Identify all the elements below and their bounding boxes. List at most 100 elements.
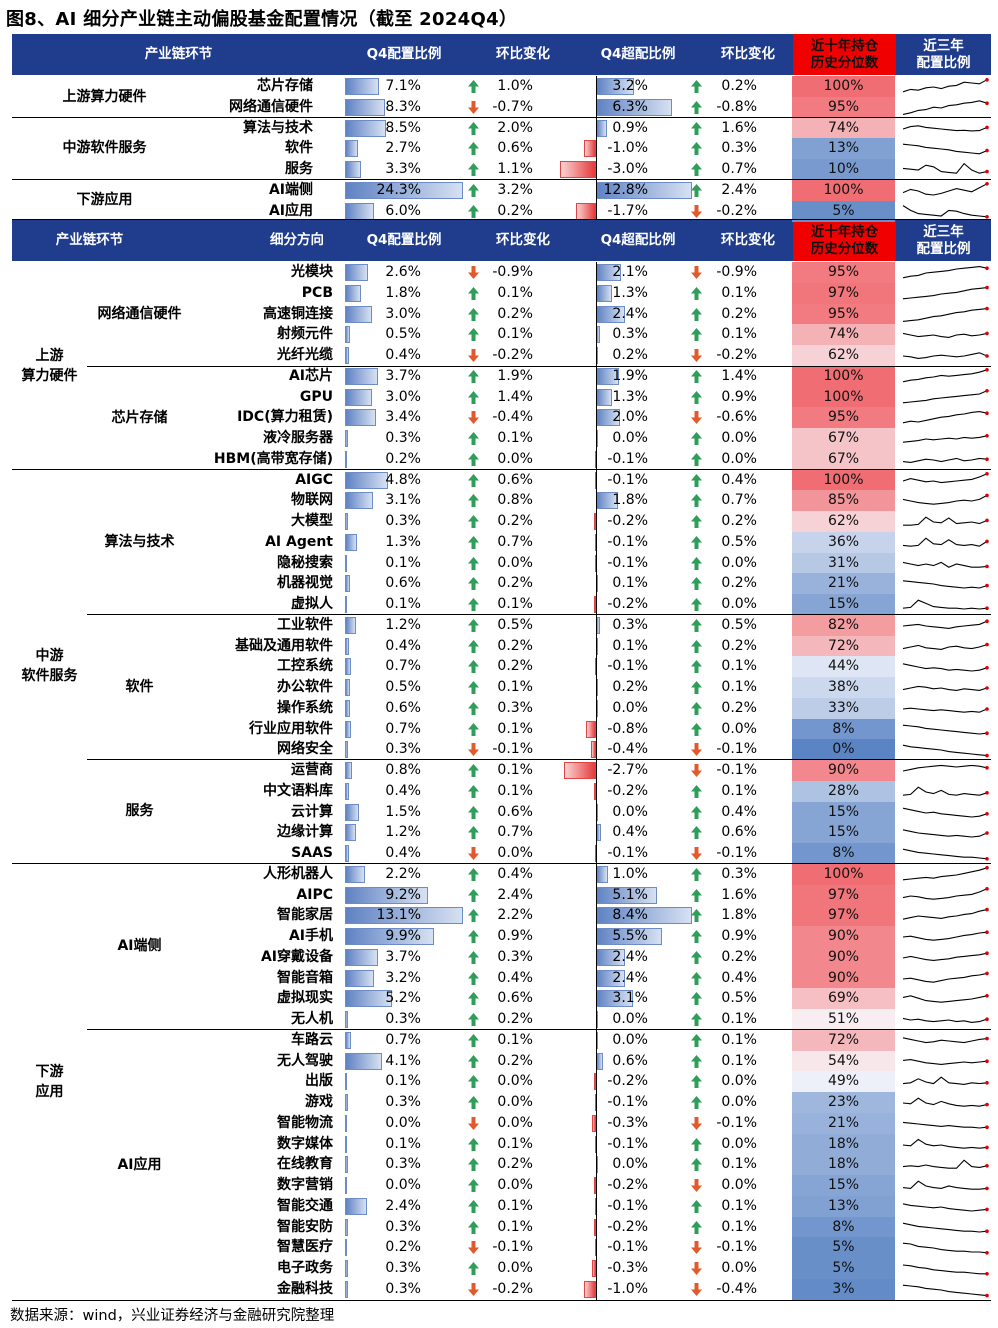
allocation-change: 0.1% (497, 720, 533, 737)
change-arrow-icon (468, 971, 479, 985)
allocation-change: 0.2% (497, 1011, 533, 1027)
sparkline-end-dot (985, 306, 989, 310)
summary-group-upstream: 上游算力硬件 (62, 88, 147, 105)
percentile-cell: 5% (792, 1258, 895, 1279)
overweight-change-arrow-icon (691, 1075, 702, 1089)
allocation-change: -0.4% (492, 409, 533, 426)
header-q4-over: Q4超配比例 (600, 46, 676, 62)
overweight-change: 0.1% (721, 1011, 757, 1027)
allocation-value: 0.8% (385, 762, 421, 778)
overweight-change: -0.2% (716, 202, 757, 219)
overweight-change-arrow-icon (691, 1199, 702, 1213)
table-row: AI Agent 1.3% 0.7% -0.1% 0.5% 36% (0, 531, 998, 553)
change-arrow-icon (468, 390, 479, 404)
sparkline-end-dot (985, 471, 989, 476)
allocation-bar (345, 928, 435, 945)
sparkline (902, 1097, 989, 1107)
allocation-change: 0.2% (497, 513, 533, 529)
sub-direction-label: HBM(高带宽存储) (213, 450, 333, 467)
overweight-value: -0.1% (607, 450, 648, 467)
change-arrow-icon (468, 888, 479, 902)
percentile-cell: 95% (792, 262, 895, 283)
overweight-value: 3.2% (612, 78, 648, 94)
sub-direction-label: 车路云 (291, 1031, 333, 1048)
sparkline-end-dot (985, 951, 989, 955)
change-arrow-icon (468, 1013, 479, 1026)
header2-q4-over: Q4超配比例 (600, 232, 676, 248)
detail-subgroup-network: 网络通信硬件 (97, 306, 182, 322)
header-qoq1: 环比变化 (496, 46, 550, 62)
change-arrow-icon (468, 950, 479, 964)
overweight-bar-negative (591, 741, 596, 759)
table-row: 算法与技术 8.5% 2.0% 0.9% 1.6% 74% (0, 117, 998, 139)
sub-direction-label: 软件 (285, 140, 313, 157)
allocation-bar (345, 679, 350, 696)
overweight-change: 0.0% (721, 1135, 757, 1152)
allocation-value: 0.1% (385, 1135, 421, 1152)
sub-direction-label: 光模块 (291, 264, 333, 280)
sparkline-end-dot (985, 1251, 989, 1255)
sparkline (902, 1138, 989, 1149)
overweight-value: 8.4% (612, 907, 648, 924)
allocation-change: 0.3% (497, 948, 533, 965)
change-arrow-icon (468, 535, 479, 549)
table-row: 光模块 2.6% -0.9% 2.1% -0.9% 95% (0, 262, 998, 283)
overweight-change-arrow-icon (691, 598, 702, 611)
sparkline (902, 1203, 989, 1212)
allocation-bar (345, 264, 369, 281)
overweight-change-arrow-icon (691, 764, 702, 777)
allocation-change: 0.3% (497, 699, 533, 716)
header2-percentile: 近十年持仓 历史分位数 (793, 220, 896, 261)
overweight-change: 0.0% (721, 596, 757, 612)
allocation-value: 1.3% (385, 533, 421, 550)
allocation-change: 0.6% (497, 803, 533, 820)
overweight-change: -0.4% (716, 1280, 757, 1297)
percentile-cell: 18% (792, 1154, 895, 1176)
allocation-value: 3.0% (385, 305, 421, 322)
allocation-change: 0.6% (497, 140, 533, 157)
allocation-value: 2.7% (385, 140, 421, 157)
sparkline (902, 537, 989, 547)
overweight-change: 0.4% (721, 803, 757, 820)
sub-direction-label: 操作系统 (277, 699, 333, 716)
allocation-bar (345, 1052, 382, 1070)
change-arrow-icon (468, 681, 479, 694)
row-divider (12, 469, 991, 470)
allocation-bar (345, 409, 376, 427)
overweight-value: -0.1% (607, 1197, 648, 1214)
sub-direction-label: 高速铜连接 (263, 305, 333, 322)
overweight-value: 2.0% (612, 409, 648, 426)
overweight-change-arrow-icon (691, 722, 702, 736)
row-divider (87, 366, 991, 367)
overweight-change: 0.5% (721, 533, 757, 550)
overweight-value: -0.1% (607, 658, 648, 675)
percentile-cell: 95% (792, 303, 895, 325)
detail-subgroup-algo: 算法与技术 (104, 533, 175, 550)
overweight-change: -0.1% (716, 1114, 757, 1131)
allocation-bar (345, 471, 389, 489)
summary-header: 产业链环节 Q4配置比例 环比变化 Q4超配比例 环比变化 近十年持仓 历史分位… (12, 34, 991, 75)
detail-group-upstream: 上游 算力硬件 (21, 347, 78, 384)
overweight-change: 1.6% (721, 119, 757, 136)
sub-direction-label: AIGC (295, 471, 333, 488)
percentile-cell: 23% (792, 1092, 895, 1113)
percentile-cell: 95% (792, 407, 895, 429)
table-row: 出版 0.1% 0.0% -0.2% 0.0% 49% (0, 1071, 998, 1093)
allocation-change: -0.1% (492, 741, 533, 758)
sparkline-end-dot (985, 1081, 989, 1085)
overweight-bar-negative (560, 161, 596, 178)
sparkline (902, 181, 989, 196)
overweight-change-arrow-icon (691, 204, 702, 218)
percentile-cell: 33% (792, 697, 895, 719)
sparkline-end-dot (985, 434, 989, 438)
allocation-change: 0.5% (497, 616, 533, 633)
detail-subgroup-ai-app: AI应用 (117, 1156, 162, 1173)
header2-qoq1: 环比变化 (496, 232, 550, 248)
overweight-value: 1.3% (612, 388, 648, 405)
row-divider (12, 863, 991, 864)
table-row: 虚拟现实 5.2% 0.6% 3.1% 0.5% 69% (0, 988, 998, 1010)
allocation-value: 2.4% (385, 1197, 421, 1214)
sparkline (902, 1058, 989, 1065)
table-row: 智能家居 13.1% 2.2% 8.4% 1.8% 97% (0, 905, 998, 927)
overweight-change-arrow-icon (691, 1013, 702, 1026)
